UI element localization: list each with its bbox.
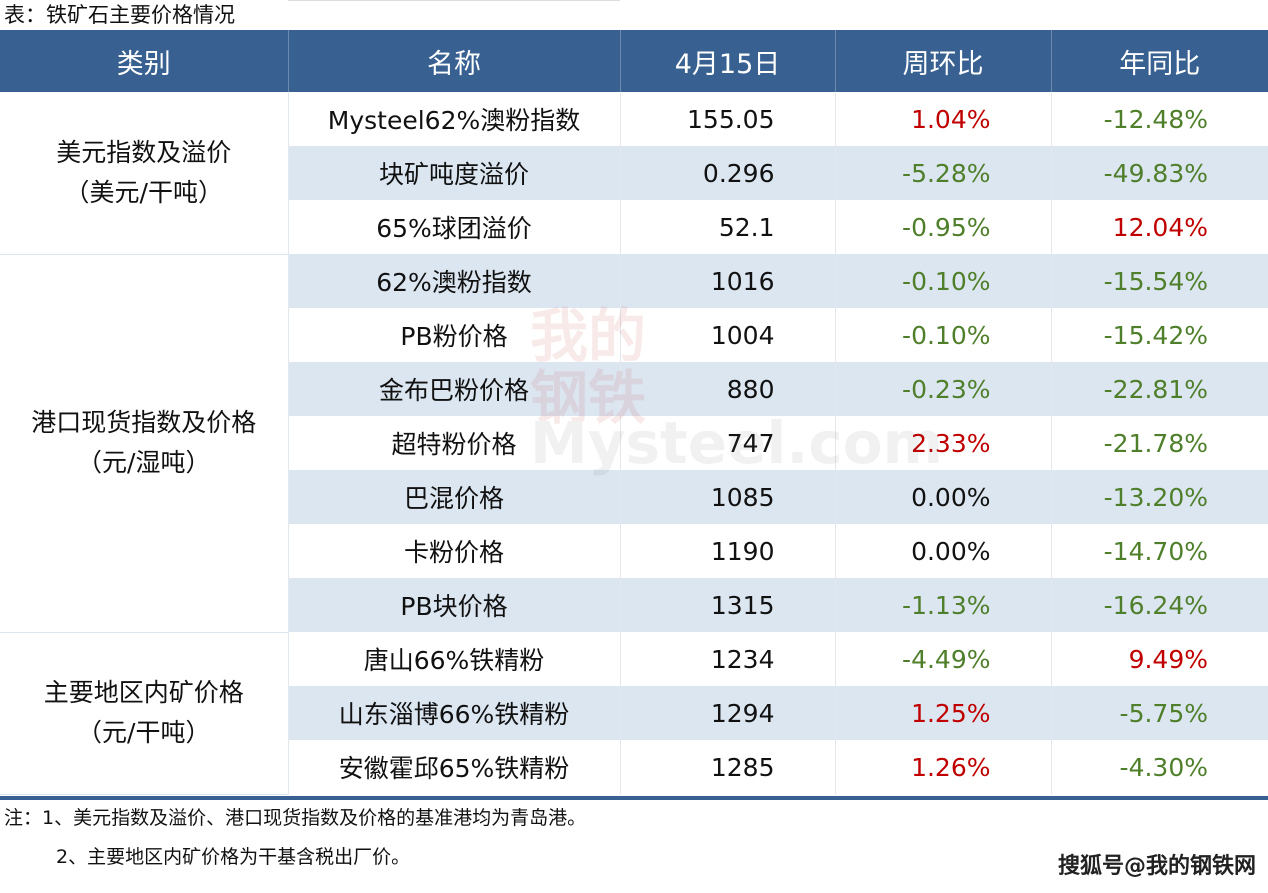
note-1: 注：1、美元指数及溢价、港口现货指数及价格的基准港均为青岛港。 [4, 807, 587, 829]
category-cell: 美元指数及溢价 （美元/干吨） [0, 92, 288, 255]
item-name: 62%澳粉指数 [287, 254, 620, 308]
yoy-change: 9.49% [1050, 632, 1268, 686]
table-row: 山东淄博66%铁精粉 1294 1.25% -5.75% [0, 686, 1268, 740]
wow-change: 1.04% [834, 92, 1051, 146]
item-name: 卡粉价格 [287, 524, 620, 578]
yoy-change: -4.30% [1050, 740, 1268, 794]
item-name: 安徽霍邱65%铁精粉 [287, 740, 620, 794]
item-name: 块矿吨度溢价 [287, 146, 620, 200]
category-unit: （美元/干吨） [64, 177, 223, 207]
yoy-change: -16.24% [1050, 578, 1268, 632]
table-row: 安徽霍邱65%铁精粉 1285 1.26% -4.30% [0, 740, 1268, 794]
price-value: 155.05 [619, 92, 835, 146]
yoy-change: -15.54% [1050, 254, 1268, 308]
header-row: 类别 名称 4月15日 周环比 年同比 [0, 30, 1268, 92]
yoy-change: -5.75% [1050, 686, 1268, 740]
table-row: 巴混价格 1085 0.00% -13.20% [0, 470, 1268, 524]
item-name: PB粉价格 [287, 308, 620, 362]
divider [288, 0, 620, 1]
header-category: 类别 [0, 30, 288, 92]
price-value: 1285 [619, 740, 835, 794]
table-row: 卡粉价格 1190 0.00% -14.70% [0, 524, 1268, 578]
table-row: 块矿吨度溢价 0.296 -5.28% -49.83% [0, 146, 1268, 200]
item-name: 65%球团溢价 [287, 200, 620, 254]
price-table: 类别 名称 4月15日 周环比 年同比 美元指数及溢价 （美元/干吨） Mystee… [0, 30, 1268, 795]
header-date: 4月15日 [619, 30, 835, 92]
wow-change: -4.49% [834, 632, 1051, 686]
price-value: 1190 [619, 524, 835, 578]
wow-change: -0.10% [834, 254, 1051, 308]
wow-change: -0.95% [834, 200, 1051, 254]
yoy-change: -14.70% [1050, 524, 1268, 578]
price-value: 747 [619, 416, 835, 470]
yoy-change: -49.83% [1050, 146, 1268, 200]
category-label: 主要地区内矿价格 [43, 678, 244, 707]
category-unit: （元/干吨） [77, 718, 211, 747]
category-label: 美元指数及溢价 [56, 137, 232, 167]
category-label: 港口现货指数及价格 [31, 408, 257, 437]
wow-change: -0.10% [834, 308, 1051, 362]
item-name: 金布巴粉价格 [287, 362, 620, 416]
price-value: 1294 [619, 686, 835, 740]
table-row: 超特粉价格 747 2.33% -21.78% [0, 416, 1268, 470]
item-name: 唐山66%铁精粉 [287, 632, 620, 686]
yoy-change: -15.42% [1050, 308, 1268, 362]
header-wow: 周环比 [834, 30, 1051, 92]
wow-change: 1.26% [834, 740, 1051, 794]
price-value: 1004 [619, 308, 835, 362]
price-value: 880 [619, 362, 835, 416]
header-yoy: 年同比 [1050, 30, 1268, 92]
category-cell: 港口现货指数及价格 （元/湿吨） [0, 254, 288, 633]
note-2: 2、主要地区内矿价格为干基含税出厂价。 [56, 846, 411, 868]
yoy-change: 12.04% [1050, 200, 1268, 254]
wow-change: -0.23% [834, 362, 1051, 416]
price-value: 1085 [619, 470, 835, 524]
item-name: 巴混价格 [287, 470, 620, 524]
table-row: PB粉价格 1004 -0.10% -15.42% [0, 308, 1268, 362]
price-value: 1315 [619, 578, 835, 632]
price-value: 1016 [619, 254, 835, 308]
header-name: 名称 [287, 30, 620, 92]
source-watermark: 搜狐号@我的钢铁网 [1057, 854, 1256, 879]
item-name: 超特粉价格 [287, 416, 620, 470]
wow-change: 1.25% [834, 686, 1051, 740]
yoy-change: -22.81% [1050, 362, 1268, 416]
yoy-change: -13.20% [1050, 470, 1268, 524]
yoy-change: -21.78% [1050, 416, 1268, 470]
wow-change: 0.00% [834, 470, 1051, 524]
item-name: PB块价格 [287, 578, 620, 632]
table-row: 主要地区内矿价格 （元/干吨） 唐山66%铁精粉 1234 -4.49% 9.49% [0, 632, 1268, 795]
wow-change: 0.00% [834, 524, 1051, 578]
item-name: Mysteel62%澳粉指数 [287, 92, 620, 146]
wow-change: -5.28% [834, 146, 1051, 200]
wow-change: 2.33% [834, 416, 1051, 470]
table-bottom-rule [0, 796, 1268, 800]
table-row: 金布巴粉价格 880 -0.23% -22.81% [0, 362, 1268, 416]
price-value: 1234 [619, 632, 835, 686]
table-row: 港口现货指数及价格 （元/湿吨） 62%澳粉指数 1016 -0.10% -15.54% [0, 254, 1268, 633]
yoy-change: -12.48% [1050, 92, 1268, 146]
table-row: PB块价格 1315 -1.13% -16.24% [0, 578, 1268, 632]
wow-change: -1.13% [834, 578, 1051, 632]
price-value: 0.296 [619, 146, 835, 200]
category-unit: （元/湿吨） [77, 448, 211, 477]
table-row: 65%球团溢价 52.1 -0.95% 12.04% [0, 200, 1268, 254]
table-row: 美元指数及溢价 （美元/干吨） Mysteel62%澳粉指数 155.05 1.04% -… [0, 92, 1268, 255]
price-value: 52.1 [619, 200, 835, 254]
table-title: 表：铁矿石主要价格情况 [4, 3, 235, 27]
item-name: 山东淄博66%铁精粉 [287, 686, 620, 740]
category-cell: 主要地区内矿价格 （元/干吨） [0, 632, 288, 795]
